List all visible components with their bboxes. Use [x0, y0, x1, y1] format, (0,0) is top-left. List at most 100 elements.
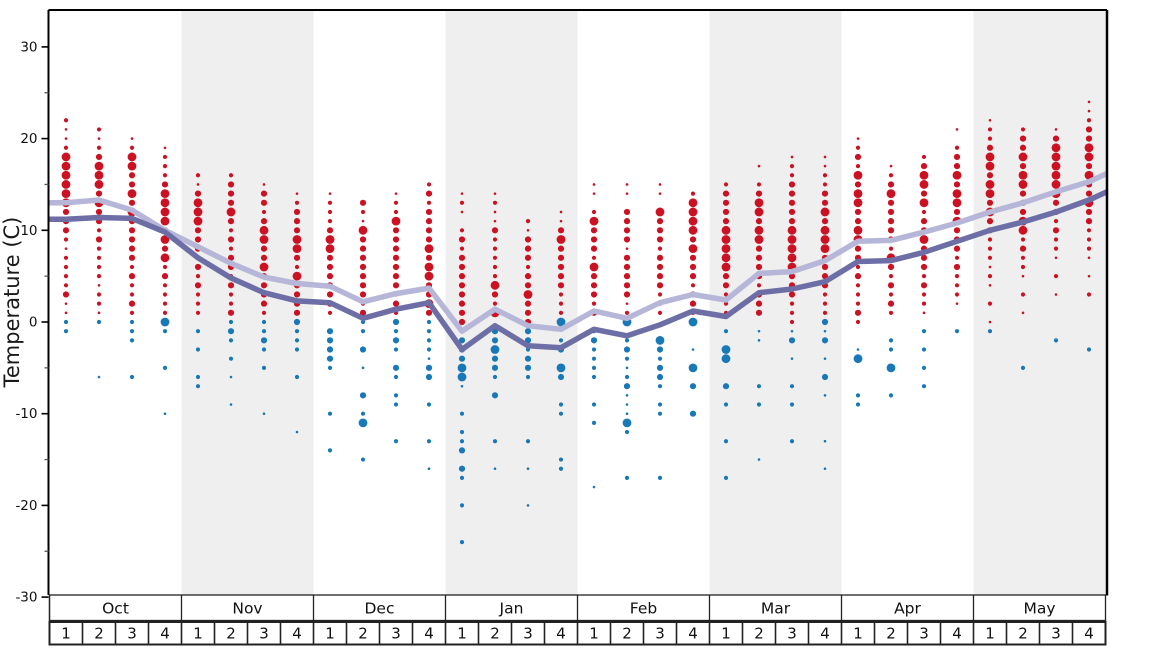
temperature-dot-red — [954, 255, 960, 260]
temperature-dot-red — [359, 199, 367, 206]
temperature-dot-red — [755, 218, 763, 225]
week-label: 4 — [556, 625, 566, 643]
temperature-dot-red — [260, 254, 268, 261]
temperature-dot-red — [721, 225, 731, 235]
temperature-dot-red — [228, 173, 234, 178]
temperature-dot-red — [128, 245, 136, 252]
temperature-dot-red — [590, 291, 598, 298]
temperature-dot-red — [394, 192, 398, 195]
temperature-dot-red — [358, 225, 368, 235]
temperature-dot-blue — [624, 475, 630, 480]
temperature-dot-red — [262, 183, 266, 186]
temperature-dot-red — [160, 253, 170, 263]
temperature-dot-red — [62, 208, 70, 216]
temperature-dot-red — [855, 264, 861, 270]
temperature-dot-red — [359, 236, 367, 243]
temperature-dot-red — [590, 236, 598, 243]
temperature-dot-blue — [459, 411, 465, 416]
temperature-dot-red — [559, 219, 563, 223]
temperature-dot-red — [755, 245, 763, 252]
temperature-dot-blue — [688, 317, 698, 327]
temperature-dot-red — [1053, 237, 1059, 242]
temperature-dot-red — [788, 190, 796, 197]
temperature-dot-red — [889, 164, 893, 168]
temperature-dot-blue — [524, 328, 532, 335]
temperature-dot-blue — [425, 373, 433, 381]
temperature-dot-red — [195, 292, 201, 297]
temperature-dot-red — [1021, 274, 1025, 278]
temperature-dot-red — [556, 235, 566, 244]
temperature-dot-red — [919, 198, 929, 208]
temperature-dot-blue — [723, 402, 729, 407]
temperature-dot-blue — [656, 346, 664, 353]
temperature-dot-red — [690, 191, 696, 196]
temperature-dot-red — [920, 190, 928, 197]
temperature-dot-blue — [457, 363, 467, 373]
temperature-dot-red — [129, 310, 135, 315]
temperature-dot-blue — [459, 429, 465, 435]
temperature-dot-blue — [591, 347, 597, 352]
temperature-dot-blue — [327, 411, 333, 416]
temperature-dot-red — [492, 237, 498, 242]
temperature-dot-blue — [689, 410, 697, 417]
week-label: 3 — [919, 625, 929, 643]
temperature-dot-red — [97, 284, 101, 287]
temperature-dot-red — [64, 128, 68, 131]
temperature-dot-red — [656, 236, 664, 243]
temperature-dot-red — [754, 207, 764, 217]
temperature-dot-red — [557, 273, 565, 280]
week-label: 2 — [490, 625, 500, 643]
temperature-dot-blue — [756, 402, 762, 407]
temperature-dot-blue — [426, 319, 432, 325]
temperature-dot-red — [954, 145, 960, 150]
temperature-dot-red — [888, 310, 894, 315]
temperature-dot-blue — [592, 485, 596, 489]
temperature-dot-blue — [63, 319, 69, 325]
temperature-dot-red — [61, 170, 71, 180]
temperature-dot-red — [524, 254, 532, 261]
temperature-dot-red — [820, 225, 830, 235]
temperature-dot-blue — [556, 317, 566, 327]
temperature-dot-red — [591, 209, 597, 215]
temperature-dot-red — [1084, 143, 1094, 153]
temperature-dot-blue — [625, 403, 629, 406]
temperature-dot-red — [887, 263, 895, 271]
temperature-dot-red — [592, 192, 596, 195]
temperature-dot-red — [261, 209, 267, 215]
temperature-dot-red — [393, 200, 399, 205]
temperature-dot-red — [62, 291, 70, 298]
temperature-dot-red — [887, 199, 895, 206]
temperature-dot-blue — [591, 402, 597, 407]
temperature-dot-red — [988, 320, 992, 324]
temperature-dot-red — [590, 227, 598, 234]
temperature-dot-red — [524, 273, 532, 280]
temperature-dot-blue — [458, 355, 466, 362]
temperature-dot-red — [789, 301, 795, 306]
temperature-dot-blue — [657, 384, 663, 389]
temperature-dot-blue — [491, 392, 499, 399]
temperature-dot-blue — [590, 337, 598, 344]
temperature-dot-blue — [392, 364, 400, 371]
temperature-dot-red — [952, 198, 962, 208]
temperature-dot-red — [755, 254, 763, 261]
temperature-dot-red — [128, 172, 136, 179]
temperature-dot-red — [61, 180, 71, 189]
temperature-dot-red — [986, 144, 994, 151]
month-band — [709, 10, 842, 595]
temperature-dot-red — [325, 235, 335, 244]
temperature-dot-red — [655, 207, 665, 217]
temperature-dot-red — [625, 183, 629, 186]
temperature-dot-red — [424, 271, 434, 281]
temperature-dot-red — [820, 244, 830, 254]
temperature-dot-red — [987, 301, 993, 306]
temperature-dot-red — [193, 198, 203, 208]
temperature-dot-red — [1051, 180, 1061, 189]
temperature-dot-blue — [294, 347, 300, 352]
temperature-dot-red — [557, 245, 565, 252]
temperature-dot-red — [721, 244, 731, 254]
temperature-dot-blue — [129, 338, 135, 343]
temperature-dot-red — [163, 146, 167, 150]
temperature-dot-red — [987, 127, 993, 132]
temperature-dot-red — [787, 225, 797, 235]
temperature-dot-blue — [229, 403, 233, 406]
